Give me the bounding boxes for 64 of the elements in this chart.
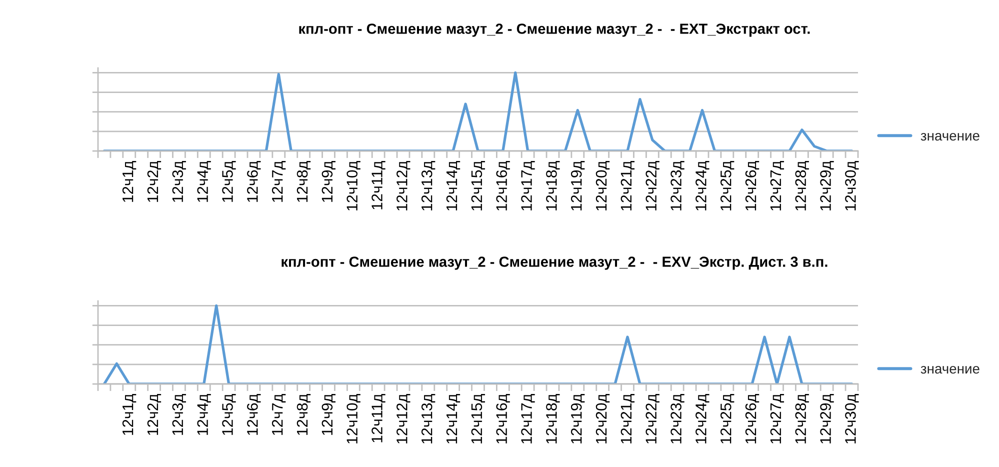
x-tick-label: 12ч9д xyxy=(322,394,336,435)
x-tick-label: 12ч11д xyxy=(372,160,386,210)
x-tick-label: 12ч25д xyxy=(720,394,734,444)
x-tick-label: 12ч3д xyxy=(172,160,186,202)
x-tick-label: 12ч5д xyxy=(222,160,236,202)
x-tick-label: 12ч1д xyxy=(122,160,136,202)
x-tick-label: 12ч9д xyxy=(322,160,336,202)
x-tick-label: 12ч5д xyxy=(222,394,236,435)
x-tick-label: 12ч17д xyxy=(521,160,535,210)
x-tick-label: 12ч3д xyxy=(172,394,186,435)
x-tick-label: 12ч11д xyxy=(372,394,386,442)
x-tick-label: 12ч7д xyxy=(272,394,286,435)
x-tick-label: 12ч25д xyxy=(720,160,734,210)
x-tick-label: 12ч12д xyxy=(396,394,410,444)
x-tick-label: 12ч22д xyxy=(646,394,660,444)
x-tick-label: 12ч8д xyxy=(296,160,311,202)
x-tick-label: 12ч7д xyxy=(272,160,286,202)
x-tick-label: 12ч12д xyxy=(396,160,410,210)
chart-title: кпл-опт - Смешение мазут_2 - Смешение мазут_2 - - EXT_Экстракт ост. xyxy=(299,24,810,37)
x-tick-label: 12ч20д xyxy=(596,394,610,444)
x-tick-label: 12ч19д xyxy=(570,394,585,444)
x-tick-label: 12ч28д xyxy=(795,160,809,210)
x-tick-label: 12ч18д xyxy=(546,394,560,444)
x-tick-label: 12ч15д xyxy=(471,160,485,210)
x-tick-label: 12ч6д xyxy=(247,160,261,202)
x-tick-label: 12ч1д xyxy=(122,394,136,435)
x-tick-label: 12ч28д xyxy=(795,394,809,444)
x-tick-label: 12ч10д xyxy=(346,160,360,210)
x-tick-label: 12ч8д xyxy=(296,394,311,435)
x-tick-label: 12ч30д xyxy=(845,160,859,210)
x-tick-label: 12ч4д xyxy=(197,394,211,435)
x-tick-label: 12ч16д xyxy=(496,160,510,210)
x-tick-label: 12ч13д xyxy=(421,160,436,210)
x-tick-label: 12ч20д xyxy=(596,160,610,210)
x-tick-label: 12ч13д xyxy=(421,394,436,444)
x-tick-label: 12ч24д xyxy=(696,160,710,210)
x-tick-label: 12ч4д xyxy=(197,160,211,202)
x-tick-label: 12ч15д xyxy=(471,394,485,444)
x-tick-label: 12ч27д xyxy=(770,394,784,444)
legend-label: значение xyxy=(920,366,980,374)
x-tick-label: 12ч14д xyxy=(446,394,460,444)
x-tick-label: 12ч2д xyxy=(147,160,162,202)
x-tick-label: 12ч18д xyxy=(546,160,560,210)
x-tick-label: 12ч17д xyxy=(521,394,535,444)
x-tick-label: 12ч10д xyxy=(346,394,360,444)
x-tick-label: 12ч30д xyxy=(845,394,859,444)
x-tick-label: 12ч14д xyxy=(446,160,460,210)
x-tick-label: 12ч19д xyxy=(570,160,585,210)
x-tick-label: 12ч6д xyxy=(247,394,261,435)
x-tick-label: 12ч29д xyxy=(820,160,834,210)
x-tick-label: 12ч24д xyxy=(696,394,710,444)
x-tick-label: 12ч26д xyxy=(745,160,760,210)
x-tick-label: 12ч2д xyxy=(147,394,162,435)
x-tick-label: 12ч27д xyxy=(770,160,784,210)
x-tick-label: 12ч26д xyxy=(745,394,760,444)
legend-label: значение xyxy=(920,133,980,141)
x-tick-label: 12ч16д xyxy=(496,394,510,444)
x-tick-label: 12ч23д xyxy=(670,160,684,210)
x-tick-label: 12ч29д xyxy=(820,394,834,444)
x-tick-label: 12ч23д xyxy=(670,394,684,444)
x-tick-label: 12ч21д xyxy=(620,160,635,210)
x-tick-label: 12ч21д xyxy=(620,394,635,444)
chart-title: кпл-опт - Смешение мазут_2 - Смешение мазут_2 - - EXV_Экстр. Дист. 3 в.п. xyxy=(282,256,828,270)
x-tick-label: 12ч22д xyxy=(646,160,660,210)
